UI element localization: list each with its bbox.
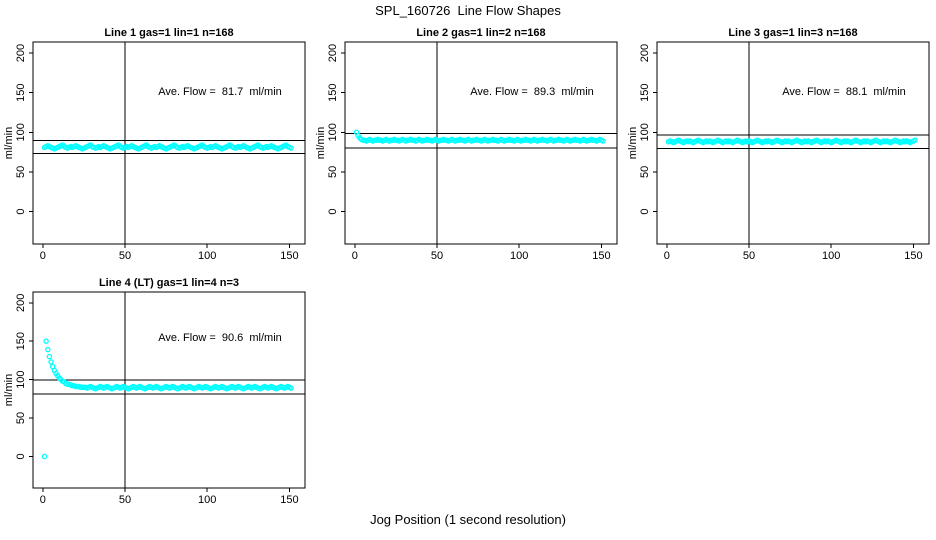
x-axis-caption: Jog Position (1 second resolution) [370, 512, 566, 527]
subplot-title-line-3: Line 3 gas=1 lin=3 n=168 [728, 27, 858, 39]
svg-text:100: 100 [198, 250, 216, 262]
svg-text:100: 100 [639, 123, 651, 141]
svg-text:150: 150 [639, 84, 651, 102]
svg-text:50: 50 [743, 250, 755, 262]
svg-text:100: 100 [15, 370, 27, 388]
svg-text:0: 0 [40, 250, 46, 262]
y-axis-label-line-2: ml/min [315, 126, 327, 160]
subplot-title-line-4: Line 4 (LT) gas=1 lin=4 n=3 [98, 277, 240, 289]
svg-text:200: 200 [639, 44, 651, 62]
svg-text:200: 200 [15, 44, 27, 62]
svg-text:150: 150 [904, 250, 922, 262]
svg-text:0: 0 [639, 208, 651, 214]
svg-text:150: 150 [592, 250, 610, 262]
svg-text:50: 50 [15, 166, 27, 178]
y-axis-label-line-1: ml/min [3, 126, 15, 160]
svg-text:0: 0 [15, 208, 27, 214]
svg-text:0: 0 [352, 250, 358, 262]
main-title: SPL_160726 Line Flow Shapes [375, 3, 561, 18]
ave-flow-annotation-line-2: Ave. Flow = 89.3 ml/min [470, 86, 594, 98]
svg-text:100: 100 [327, 123, 339, 141]
ave-flow-annotation-line-3: Ave. Flow = 88.1 ml/min [782, 86, 906, 98]
svg-text:0: 0 [327, 208, 339, 214]
ave-flow-annotation-line-1: Ave. Flow = 81.7 ml/min [158, 86, 282, 98]
svg-text:200: 200 [15, 294, 27, 312]
svg-text:50: 50 [15, 412, 27, 424]
svg-text:0: 0 [664, 250, 670, 262]
svg-text:100: 100 [510, 250, 528, 262]
svg-text:50: 50 [639, 166, 651, 178]
svg-text:150: 150 [15, 84, 27, 102]
ave-flow-annotation-line-4: Ave. Flow = 90.6 ml/min [158, 332, 282, 344]
svg-text:50: 50 [431, 250, 443, 262]
svg-text:50: 50 [119, 250, 131, 262]
y-axis-label-line-3: ml/min [627, 126, 639, 160]
svg-text:100: 100 [15, 123, 27, 141]
svg-text:50: 50 [327, 166, 339, 178]
svg-text:150: 150 [280, 250, 298, 262]
svg-text:150: 150 [327, 84, 339, 102]
subplot-title-line-1: Line 1 gas=1 lin=1 n=168 [104, 27, 234, 39]
y-axis-label-line-4: ml/min [3, 373, 15, 407]
svg-text:100: 100 [822, 250, 840, 262]
svg-text:200: 200 [327, 44, 339, 62]
svg-text:0: 0 [40, 494, 46, 506]
svg-text:0: 0 [15, 453, 27, 459]
svg-text:100: 100 [198, 494, 216, 506]
svg-text:150: 150 [280, 494, 298, 506]
svg-text:150: 150 [15, 332, 27, 350]
svg-text:50: 50 [119, 494, 131, 506]
subplot-title-line-2: Line 2 gas=1 lin=2 n=168 [416, 27, 546, 39]
